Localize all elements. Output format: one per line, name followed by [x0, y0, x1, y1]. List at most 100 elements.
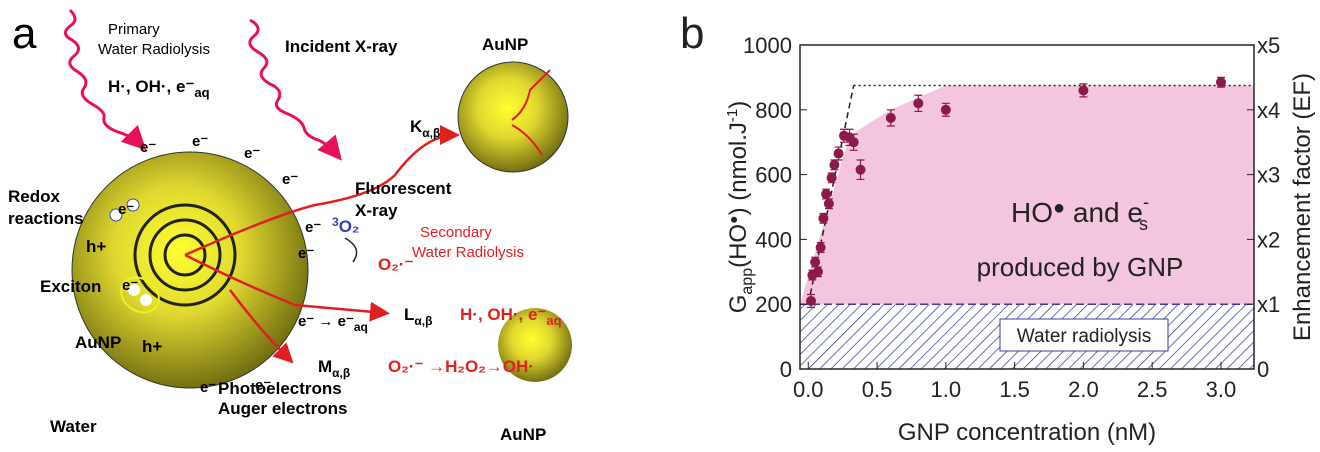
annotation: ●: [1053, 197, 1065, 219]
x-tick-label: 0.0: [793, 377, 824, 402]
y-axis-label: -1: [724, 109, 741, 122]
point: [812, 266, 823, 277]
electron: e⁻: [255, 377, 271, 394]
label: Auger electrons: [218, 399, 347, 418]
y2-tick-label: x3: [1257, 163, 1280, 188]
x-tick-label: 3.0: [1206, 377, 1237, 402]
point: [1078, 85, 1089, 96]
y-axis-label: ): [725, 101, 752, 109]
label: aq: [354, 320, 368, 334]
y-tick-label: 0: [780, 357, 792, 382]
panel-a: a Primary Water Radiolysis H·, OH·, e⁻aq…: [8, 8, 572, 444]
x-tick-label: 0.5: [862, 377, 893, 402]
annotation: HO: [1011, 197, 1053, 228]
label: α,β: [332, 366, 350, 380]
label: α,β: [414, 314, 432, 328]
point: [823, 198, 834, 209]
electron: e⁻: [200, 379, 216, 396]
point: [913, 98, 924, 109]
annotation: -: [1143, 192, 1149, 212]
y2-axis-label: Enhancement factor (EF): [1289, 73, 1316, 341]
y2-tick-label: x5: [1257, 33, 1280, 58]
label: Incident X-ray: [285, 37, 398, 56]
label: AuNP: [75, 333, 121, 352]
label: O₂·⁻ →H₂O₂→OH·: [388, 357, 534, 376]
label: reactions: [8, 209, 84, 228]
electron: e⁻: [122, 277, 138, 294]
label: e⁻ → e⁻aq: [298, 313, 368, 334]
particle: [140, 294, 152, 306]
ray: [511, 69, 551, 156]
electron: e⁻: [298, 245, 314, 262]
electron: e⁻: [282, 171, 298, 188]
label: h+: [86, 237, 106, 256]
y-tick-label: 800: [755, 98, 792, 123]
nanoparticle: [498, 308, 572, 382]
x-axis-label: GNP concentration (nM): [898, 419, 1156, 446]
label: H·, OH·, e⁻aq: [108, 77, 210, 100]
point: [810, 257, 821, 268]
ray: [184, 125, 460, 257]
label: Fluorescent: [355, 179, 452, 198]
label: M: [318, 357, 332, 376]
xray-arrow: [248, 18, 342, 161]
point: [1215, 77, 1226, 88]
shell: [148, 218, 222, 292]
x-tick-label: 2.5: [1137, 377, 1168, 402]
label: H·, OH·, e⁻aq: [460, 305, 562, 328]
label: Water Radiolysis: [98, 41, 210, 58]
point: [855, 164, 866, 175]
label-box: [999, 318, 1169, 352]
plot-frame: [799, 44, 1255, 370]
y2-tick-label: x4: [1257, 98, 1280, 123]
label: X-ray: [355, 201, 398, 220]
point: [826, 172, 837, 183]
label: AuNP: [500, 425, 546, 444]
label: Kα,β: [410, 117, 440, 140]
label: H·, OH·, e⁻: [460, 305, 546, 324]
label: α,β: [422, 126, 440, 140]
x-tick-label: 1.0: [931, 377, 962, 402]
point: [821, 189, 832, 200]
point: [885, 112, 896, 123]
y-axis-label: ●: [725, 215, 741, 223]
label: 3O₂: [332, 215, 359, 236]
ray: [184, 253, 390, 322]
panel-letter: a: [12, 9, 37, 58]
label: Photoelectrons: [218, 379, 342, 398]
label: L: [404, 305, 414, 324]
electron: e⁻: [192, 133, 208, 150]
y-axis-label: app: [739, 268, 756, 295]
y-axis-label: Gapp(HO●) (nmol.J-1): [724, 101, 756, 314]
y-tick-label: 400: [755, 227, 792, 252]
annotation: s: [1139, 214, 1148, 234]
y2-tick-label: 0: [1257, 357, 1269, 382]
nanoparticle: [457, 61, 569, 173]
label: Lα,β: [404, 305, 432, 328]
label: O₂: [339, 217, 360, 236]
electron: e⁻: [244, 145, 260, 162]
y-axis-label: (HO: [725, 224, 752, 268]
exciton: [120, 276, 160, 314]
annotation: HO● and e-s: [1011, 192, 1149, 234]
point: [940, 104, 951, 115]
area-hatch: [800, 85, 1254, 305]
x-tick-label: 2.0: [1068, 377, 1099, 402]
point: [833, 148, 844, 159]
hole: [109, 208, 123, 222]
y-tick-label: 200: [755, 292, 792, 317]
label: e⁻ → e⁻: [298, 313, 354, 330]
ray: [229, 289, 294, 364]
particle: [128, 284, 140, 296]
label: aq: [546, 313, 561, 328]
shell: [163, 233, 207, 277]
point: [818, 213, 829, 224]
point: [815, 242, 826, 253]
label: AuNP: [482, 35, 528, 54]
label: aq: [194, 85, 209, 100]
y2-tick-label: x1: [1257, 292, 1280, 317]
hole: [126, 198, 140, 212]
electron: e⁻: [118, 201, 134, 218]
